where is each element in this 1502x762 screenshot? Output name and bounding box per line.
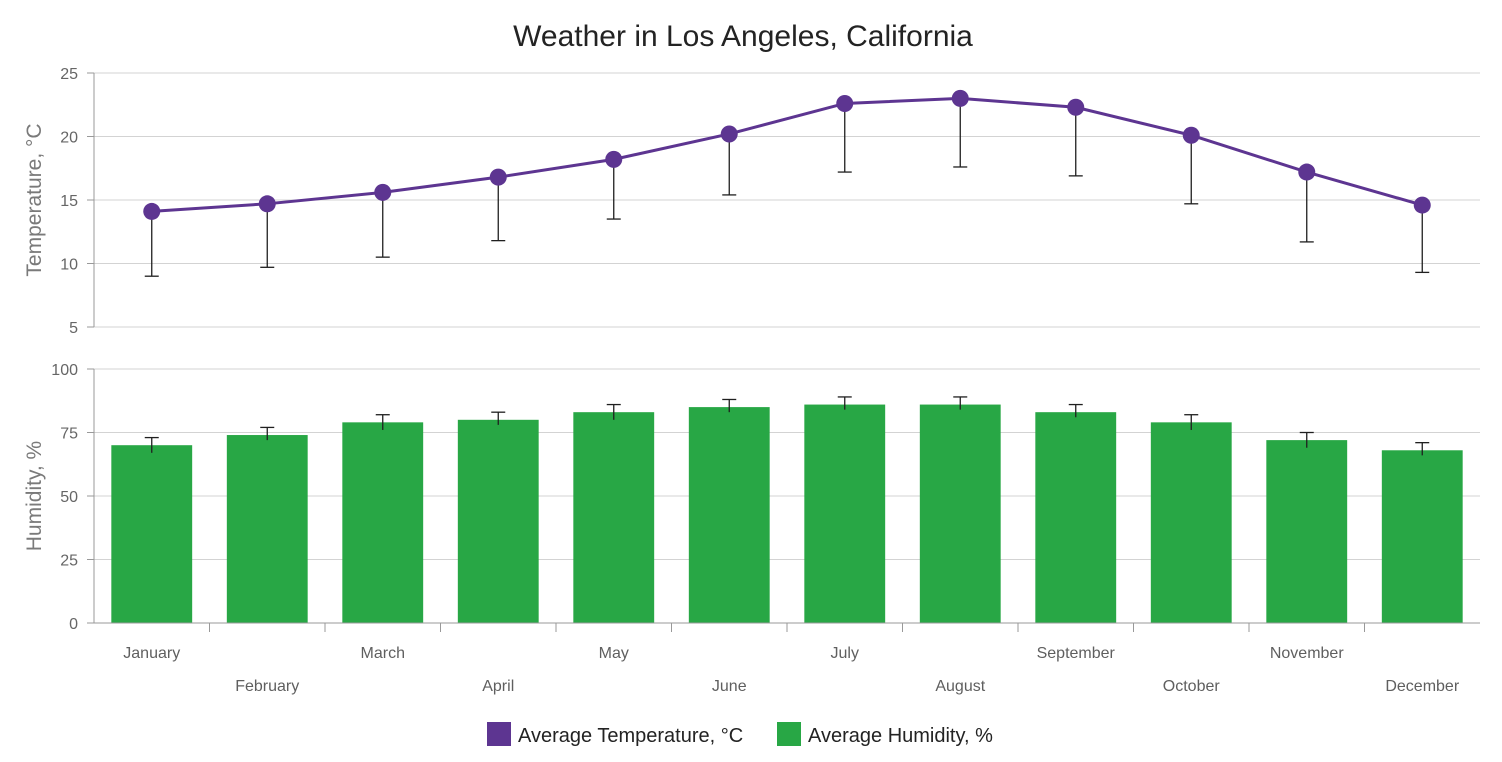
x-tick-label: October bbox=[1163, 678, 1221, 695]
humidity-bar bbox=[1035, 412, 1117, 623]
temperature-pane: 5 10 15 20 25 Temperature, °C bbox=[23, 66, 1480, 337]
humidity-y-tick-label: 50 bbox=[60, 489, 78, 506]
humidity-bar bbox=[1266, 440, 1348, 623]
humidity-bar bbox=[111, 445, 193, 623]
temperature-y-tick-label: 25 bbox=[60, 66, 78, 83]
legend-label: Average Temperature, °C bbox=[518, 725, 743, 747]
humidity-bar bbox=[1381, 450, 1463, 623]
x-tick-label: September bbox=[1037, 645, 1116, 662]
x-axis: January February March April May June July Augu… bbox=[94, 622, 1480, 695]
legend-swatch bbox=[487, 722, 511, 746]
humidity-bar bbox=[688, 407, 770, 623]
temperature-point bbox=[836, 94, 854, 112]
humidity-bar bbox=[457, 419, 539, 623]
temperature-point bbox=[1298, 163, 1316, 181]
temperature-y-tick-label: 15 bbox=[60, 193, 78, 210]
temperature-y-tick-label: 20 bbox=[60, 130, 78, 147]
temperature-point bbox=[720, 125, 738, 143]
humidity-bar bbox=[226, 435, 308, 623]
x-tick-label: July bbox=[831, 645, 859, 662]
temperature-point bbox=[605, 150, 623, 168]
humidity-bar bbox=[342, 422, 424, 623]
humidity-y-tick-label: 75 bbox=[60, 426, 78, 443]
temperature-point bbox=[1067, 98, 1085, 116]
x-tick-label: May bbox=[599, 645, 629, 662]
humidity-y-tick-label: 25 bbox=[60, 553, 78, 570]
temperature-point bbox=[951, 89, 969, 107]
x-tick-label: March bbox=[361, 645, 405, 662]
legend-swatch bbox=[777, 722, 801, 746]
chart-title: Weather in Los Angeles, California bbox=[513, 20, 973, 53]
temperature-y-tick-label: 10 bbox=[60, 257, 78, 274]
x-tick-label: April bbox=[482, 678, 514, 695]
temperature-axis-title: Temperature, °C bbox=[23, 123, 46, 276]
humidity-bar bbox=[1150, 422, 1232, 623]
temperature-y-tick-label: 5 bbox=[69, 320, 78, 337]
x-tick-label: November bbox=[1270, 645, 1344, 662]
legend-label: Average Humidity, % bbox=[808, 725, 993, 747]
x-tick-label: February bbox=[235, 678, 299, 695]
temperature-point bbox=[374, 183, 392, 201]
x-tick-label: December bbox=[1385, 678, 1459, 695]
humidity-bar bbox=[919, 404, 1001, 623]
humidity-y-tick-label: 100 bbox=[51, 362, 78, 379]
x-tick-label: August bbox=[935, 678, 985, 695]
legend: Average Temperature, °C Average Humidity,… bbox=[487, 722, 993, 747]
temperature-point bbox=[489, 168, 507, 186]
temperature-point bbox=[143, 202, 161, 220]
humidity-axis-title: Humidity, % bbox=[23, 441, 46, 551]
temperature-point bbox=[1182, 126, 1200, 144]
humidity-y-tick-label: 0 bbox=[69, 616, 78, 633]
x-tick-label: January bbox=[123, 645, 180, 662]
humidity-pane: 0 25 50 75 100 Humidity, % bbox=[23, 362, 1480, 633]
humidity-bar bbox=[573, 412, 655, 623]
temperature-point bbox=[258, 195, 276, 213]
temperature-line bbox=[151, 96, 1423, 213]
x-tick-label: June bbox=[712, 678, 747, 695]
humidity-bar bbox=[804, 404, 886, 623]
temperature-point bbox=[1413, 196, 1431, 214]
